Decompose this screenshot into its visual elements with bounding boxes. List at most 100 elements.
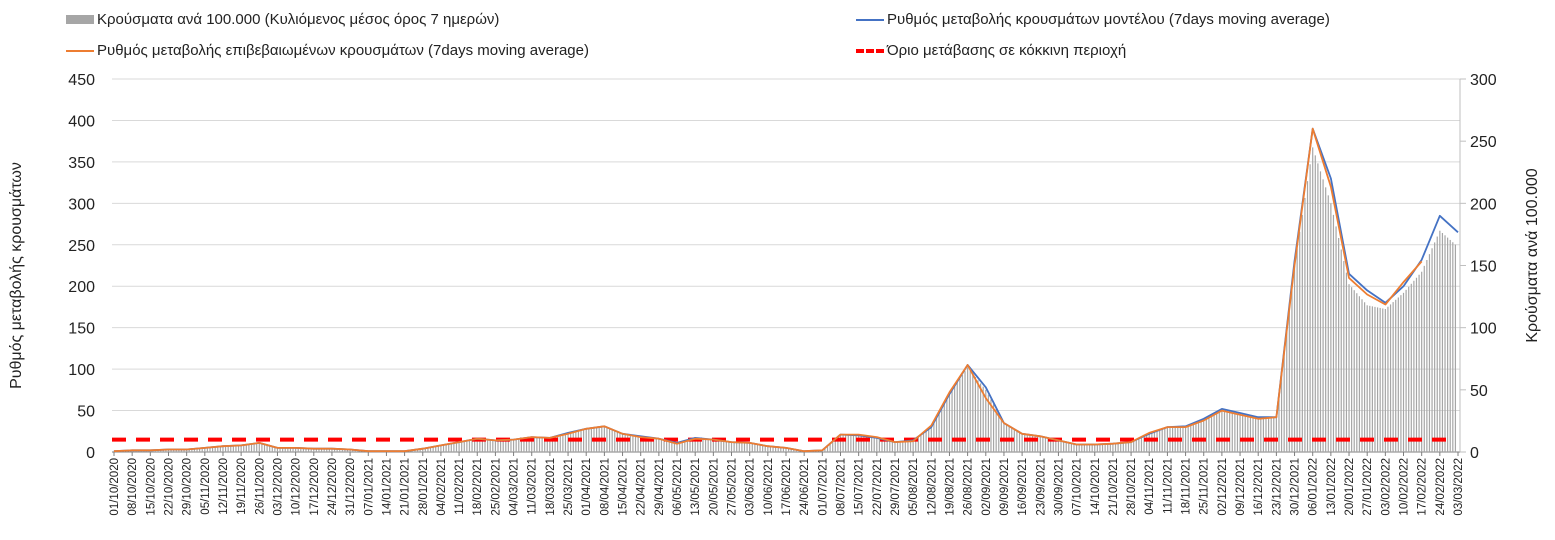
x-tick-label: 17/02/2022 xyxy=(1417,458,1429,516)
case-bar xyxy=(1231,413,1233,452)
case-bar xyxy=(230,446,232,452)
y-tick-label: 200 xyxy=(68,279,95,296)
case-bar xyxy=(746,443,748,452)
case-bar xyxy=(1068,442,1070,452)
case-bar xyxy=(686,440,689,452)
case-bar xyxy=(170,449,172,452)
case-bar xyxy=(679,442,681,452)
case-bar xyxy=(1343,261,1345,452)
case-bar xyxy=(941,407,943,452)
x-tick-label: 02/09/2021 xyxy=(981,458,993,516)
case-bar xyxy=(847,435,849,452)
case-bar xyxy=(655,437,657,452)
case-bar xyxy=(902,441,904,452)
case-bar xyxy=(471,439,473,452)
case-bar xyxy=(608,428,611,452)
case-bar xyxy=(907,441,909,452)
y-axis-title: Ρυθμός μεταβολής κρουσμάτων xyxy=(8,162,25,389)
case-bar xyxy=(782,447,785,452)
case-bar xyxy=(992,404,995,452)
legend-orange-label: Ρυθμός μεταβολής επιβεβαιωμένων κρουσμάτ… xyxy=(97,42,589,59)
x-tick-label: 28/10/2021 xyxy=(1126,458,1138,516)
case-bar xyxy=(186,449,188,452)
case-bar xyxy=(424,447,426,452)
case-bar xyxy=(419,448,421,452)
x-tick-label: 24/12/2020 xyxy=(327,458,339,516)
case-bar xyxy=(1374,306,1376,452)
case-bar xyxy=(1195,422,1197,452)
x-tick-label: 18/11/2021 xyxy=(1181,458,1193,515)
case-bar xyxy=(1400,295,1402,452)
x-tick-label: 21/01/2021 xyxy=(400,458,412,516)
x-tick-label: 13/05/2021 xyxy=(690,458,702,516)
case-bar xyxy=(772,446,774,452)
case-bar xyxy=(668,441,670,452)
case-bar xyxy=(297,448,299,452)
case-bar xyxy=(1376,307,1379,452)
x-tick-label: 29/07/2021 xyxy=(890,458,902,516)
case-bar xyxy=(852,435,855,452)
case-bar xyxy=(1249,416,1252,452)
case-bar xyxy=(699,438,701,452)
case-bar xyxy=(310,448,312,452)
case-bar xyxy=(712,439,714,452)
case-bar xyxy=(141,450,144,452)
x-tick-label: 01/04/2021 xyxy=(581,458,593,516)
case-bar xyxy=(1454,244,1457,452)
case-bar xyxy=(313,448,315,452)
case-bar xyxy=(1125,442,1127,452)
case-bar xyxy=(248,444,250,452)
x-tick-label: 29/04/2021 xyxy=(654,458,666,516)
case-bar xyxy=(720,440,722,452)
case-bar xyxy=(1078,444,1080,452)
case-bar xyxy=(1052,439,1054,452)
case-bar xyxy=(1034,435,1036,452)
case-bar xyxy=(1382,308,1384,452)
x-tick-label: 19/08/2021 xyxy=(944,458,956,516)
case-bar xyxy=(178,449,180,452)
case-bar xyxy=(891,441,893,452)
x-tick-label: 03/02/2022 xyxy=(1380,458,1392,516)
case-bar xyxy=(1260,417,1262,452)
case-bar xyxy=(437,446,439,452)
case-bar xyxy=(948,393,951,452)
case-bar xyxy=(463,440,465,452)
case-bar xyxy=(1244,415,1246,452)
x-tick-label: 17/06/2021 xyxy=(781,458,793,516)
case-bar xyxy=(331,448,333,452)
case-bar xyxy=(554,436,556,452)
case-bar xyxy=(1210,415,1213,452)
case-bar xyxy=(1151,432,1153,452)
x-tick-label: 03/03/2022 xyxy=(1453,458,1465,516)
x-tick-label: 30/09/2021 xyxy=(1053,458,1065,516)
case-bar xyxy=(1104,443,1106,452)
y2-tick-label: 250 xyxy=(1470,134,1497,151)
case-bar xyxy=(1304,198,1306,452)
case-bar xyxy=(468,439,471,452)
case-bar xyxy=(567,433,569,452)
case-bar xyxy=(1410,283,1412,452)
case-bar xyxy=(673,442,676,452)
case-bar xyxy=(256,443,258,452)
case-bar xyxy=(650,437,652,452)
y-tick-label: 450 xyxy=(68,72,95,89)
case-bar xyxy=(1208,417,1210,452)
case-bar xyxy=(909,440,912,452)
case-bar xyxy=(131,450,133,452)
case-bar xyxy=(777,447,779,452)
case-bar xyxy=(201,448,203,452)
case-bar xyxy=(546,438,548,452)
case-bar xyxy=(1384,309,1386,452)
y2-tick-label: 50 xyxy=(1470,383,1488,400)
case-bar xyxy=(1140,437,1143,452)
case-bar xyxy=(839,434,842,452)
case-bar xyxy=(590,427,593,452)
x-tick-label: 15/10/2020 xyxy=(145,458,157,516)
case-bar xyxy=(935,417,938,452)
case-bar xyxy=(1047,437,1049,452)
x-tick-label: 18/03/2021 xyxy=(545,458,557,516)
case-bar xyxy=(450,443,452,452)
case-bar xyxy=(876,438,878,452)
case-bar xyxy=(780,447,782,452)
